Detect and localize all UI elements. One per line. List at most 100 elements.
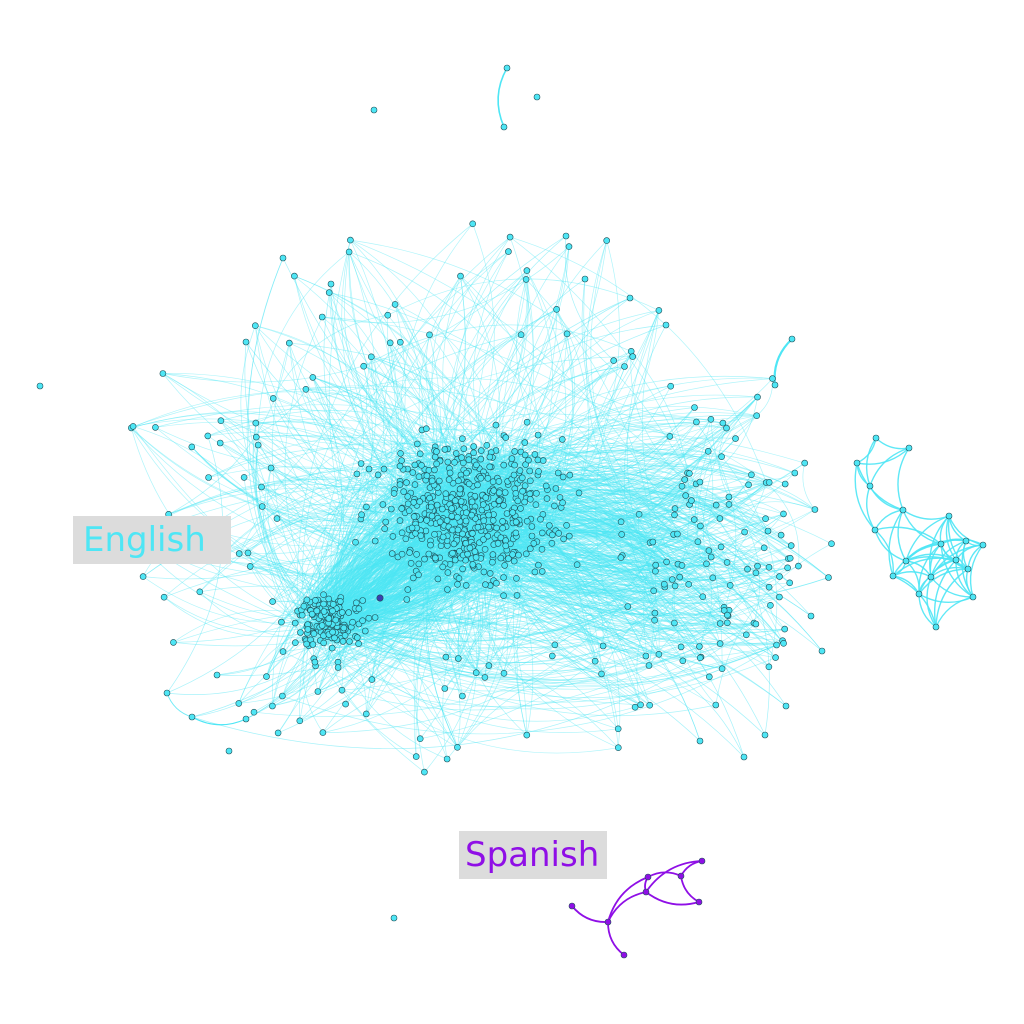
- graph-node: [765, 583, 773, 591]
- graph-node: [534, 456, 542, 464]
- graph-node: [671, 582, 679, 590]
- edge: [168, 487, 516, 553]
- edge: [255, 422, 356, 609]
- graph-node: [532, 501, 540, 509]
- graph-node: [338, 686, 346, 694]
- graph-node: [454, 580, 461, 588]
- graph-node: [384, 311, 392, 319]
- graph-node: [362, 710, 370, 718]
- edge: [414, 464, 653, 547]
- edge: [162, 373, 727, 475]
- graph-node: [499, 517, 506, 525]
- graph-node: [979, 541, 987, 549]
- edge: [335, 538, 441, 615]
- graph-node: [754, 393, 761, 401]
- edge: [166, 435, 224, 694]
- graph-node: [353, 470, 361, 478]
- edge: [405, 535, 422, 590]
- edge: [418, 275, 461, 479]
- graph-node: [368, 676, 376, 683]
- graph-node: [365, 465, 373, 473]
- graph-node: [682, 492, 690, 499]
- edge: [431, 275, 461, 450]
- edge: [326, 553, 771, 613]
- graph-node: [451, 458, 458, 466]
- edge: [319, 626, 619, 733]
- edge: [254, 325, 486, 678]
- edge: [897, 509, 907, 562]
- edge: [492, 554, 665, 594]
- edge: [505, 545, 787, 707]
- graph-node: [244, 549, 252, 557]
- edge: [679, 482, 767, 578]
- graph-node: [346, 638, 353, 645]
- edge: [926, 576, 937, 628]
- graph-node: [516, 467, 524, 474]
- edge: [513, 360, 614, 736]
- graph-node: [242, 338, 250, 346]
- graph-node: [676, 573, 684, 581]
- graph-node: [709, 574, 717, 582]
- edge: [328, 622, 448, 760]
- edge: [343, 627, 776, 699]
- edge: [416, 516, 564, 548]
- graph-node: [482, 581, 489, 588]
- graph-node: [410, 513, 418, 520]
- edge: [143, 461, 449, 580]
- graph-node: [480, 568, 488, 576]
- edge: [512, 509, 656, 572]
- edge: [495, 309, 557, 426]
- edge: [337, 661, 619, 754]
- edge: [487, 366, 625, 512]
- graph-node: [425, 550, 433, 558]
- graph-node: [371, 537, 379, 545]
- edge: [394, 304, 497, 426]
- edge: [338, 579, 628, 628]
- edge: [352, 617, 745, 758]
- edge: [406, 584, 731, 634]
- edge: [368, 564, 539, 622]
- edge: [416, 475, 483, 517]
- graph-node: [786, 579, 794, 587]
- graph-node: [426, 331, 433, 339]
- graph-node: [495, 497, 503, 504]
- edge: [674, 415, 757, 515]
- graph-node: [526, 477, 534, 485]
- graph-node: [474, 523, 482, 531]
- graph-node: [359, 617, 366, 625]
- graph-node: [526, 545, 534, 553]
- graph-node: [396, 338, 404, 346]
- graph-node: [466, 544, 474, 552]
- graph-node: [551, 641, 559, 649]
- edge: [438, 356, 633, 523]
- graph-node: [964, 565, 972, 573]
- edge: [489, 585, 777, 658]
- edge: [460, 472, 780, 598]
- edge: [323, 603, 783, 682]
- edge: [343, 567, 475, 631]
- graph-node: [320, 639, 328, 647]
- graph-node: [696, 643, 703, 650]
- graph-node: [512, 489, 520, 497]
- graph-node: [433, 501, 441, 509]
- graph-node: [267, 464, 275, 472]
- edge: [865, 437, 877, 487]
- edge: [696, 478, 816, 510]
- edge: [454, 549, 770, 668]
- graph-node: [423, 516, 430, 524]
- graph-node: [300, 602, 308, 610]
- graph-node: [437, 542, 445, 550]
- edge: [420, 487, 459, 659]
- edge: [460, 275, 540, 472]
- edge: [297, 563, 707, 642]
- edge: [326, 547, 507, 613]
- edge: [328, 360, 615, 605]
- edge: [525, 464, 678, 535]
- graph-node: [645, 662, 653, 669]
- edge: [307, 581, 776, 658]
- edge: [423, 475, 729, 617]
- graph-node: [694, 538, 702, 546]
- edge: [356, 472, 464, 514]
- graph-node: [365, 614, 373, 622]
- graph-node: [457, 272, 464, 280]
